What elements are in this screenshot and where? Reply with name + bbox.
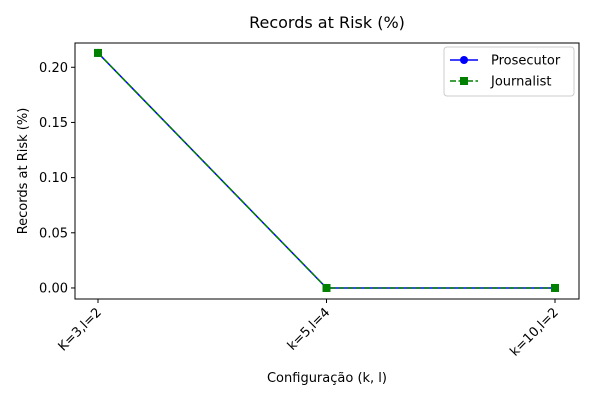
series-layer xyxy=(94,48,559,292)
legend-marker xyxy=(460,77,468,85)
x-tick-label: k=5,l=4 xyxy=(285,305,334,354)
y-tick-label: 0.10 xyxy=(39,171,68,186)
data-point xyxy=(322,283,331,292)
x-tick-label: k=10,l=2 xyxy=(507,305,561,359)
legend-label: Journalist xyxy=(490,75,551,90)
y-tick-label: 0.05 xyxy=(39,226,68,241)
y-tick-label: 0.15 xyxy=(39,116,68,131)
y-tick-label: 0.20 xyxy=(39,61,68,76)
x-axis: K=3,l=2 k=5,l=4 k=10,l=2 xyxy=(56,299,562,360)
y-axis: 0.00 0.05 0.10 0.15 0.20 xyxy=(39,61,75,296)
legend-label: Prosecutor xyxy=(491,54,561,69)
data-point xyxy=(551,283,559,292)
x-axis-label: Configuração (k, l) xyxy=(267,371,387,386)
y-axis-label: Records at Risk (%) xyxy=(16,108,31,235)
x-tick-label: K=3,l=2 xyxy=(56,305,105,354)
data-point xyxy=(94,48,102,57)
legend-marker xyxy=(460,56,468,64)
y-tick-label: 0.00 xyxy=(39,281,68,296)
legend: Prosecutor Journalist xyxy=(443,46,575,97)
chart-title: Records at Risk (%) xyxy=(249,13,405,32)
